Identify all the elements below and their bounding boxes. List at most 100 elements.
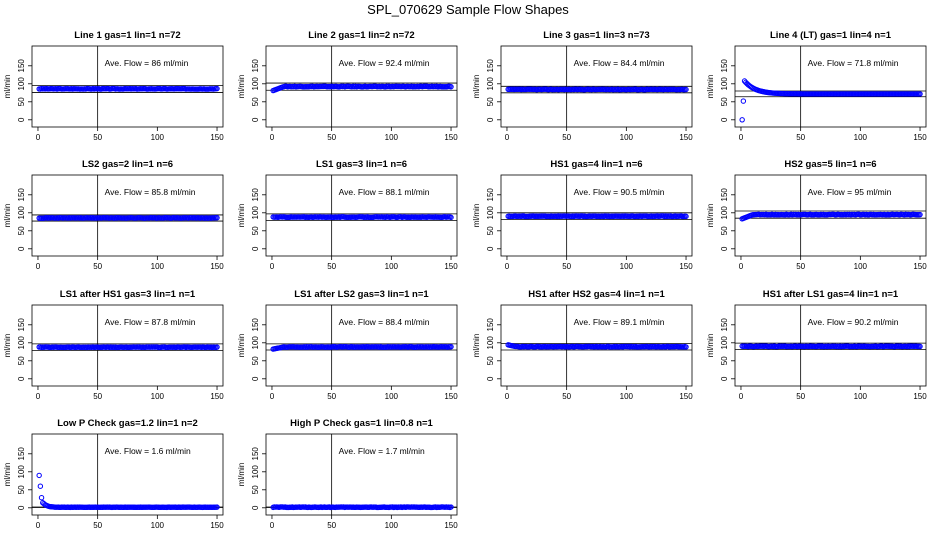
plot-frame [734,304,927,387]
y-tick-label: 100 [486,336,495,350]
x-tick-label: 100 [151,521,165,530]
plot-frame [31,174,224,257]
panel-title: High P Check gas=1 lin=0.8 n=1 [290,418,433,429]
panel-10: LS1 after LS2 gas=3 lin=1 n=1 0 50 100 150 ml… [237,289,458,401]
y-tick-label: 0 [17,117,26,122]
ave-flow-annotation: Ave. Flow = 87.8 ml/min [105,317,196,327]
y-tick-label: 50 [251,226,260,235]
x-tick-label: 0 [36,392,41,401]
x-tick-label: 150 [210,521,224,530]
x-tick-label: 0 [36,133,41,142]
y-tick-label: 150 [251,188,260,202]
panel-title: Line 4 (LT) gas=1 lin=4 n=1 [770,30,892,41]
x-tick-label: 50 [562,392,571,401]
data-point [36,472,42,479]
x-tick-label: 0 [505,133,510,142]
x-tick-label: 150 [679,392,693,401]
x-tick-label: 150 [679,133,693,142]
y-tick-label: 150 [17,188,26,202]
y-tick-label: 0 [486,246,495,251]
plot-frame [31,45,224,128]
y-tick-label: 50 [251,485,260,494]
x-tick-label: 150 [913,262,927,271]
ave-flow-annotation: Ave. Flow = 1.7 ml/min [339,446,425,456]
y-tick-label: 50 [251,356,260,365]
x-tick-label: 100 [151,392,165,401]
x-tick-label: 100 [854,262,868,271]
y-axis-label: ml/min [472,334,481,358]
y-tick-label: 50 [17,226,26,235]
ave-flow-annotation: Ave. Flow = 90.2 ml/min [808,317,899,327]
panel-title: Line 3 gas=1 lin=3 n=73 [543,30,649,41]
x-tick-label: 50 [327,262,336,271]
ave-flow-annotation: Ave. Flow = 71.8 ml/min [808,58,899,68]
data-point [683,86,689,93]
plot-frame [500,304,693,387]
y-tick-label: 150 [251,447,260,461]
panel-title: HS1 after LS1 gas=4 lin=1 n=1 [763,289,899,300]
x-tick-label: 50 [93,392,102,401]
x-tick-label: 0 [270,133,275,142]
y-tick-label: 150 [251,318,260,332]
plot-frame [734,174,927,257]
data-point [740,98,747,104]
y-tick-label: 100 [720,206,729,220]
y-axis-label: ml/min [237,334,246,358]
y-axis-label: ml/min [706,334,715,358]
x-tick-label: 150 [444,392,458,401]
panel-title: Line 2 gas=1 lin=2 n=72 [308,30,414,41]
data-point [214,215,220,221]
ave-flow-annotation: Ave. Flow = 92.4 ml/min [339,58,430,68]
y-axis-label: ml/min [472,204,481,228]
x-tick-label: 50 [327,521,336,530]
panel-6: LS1 gas=3 lin=1 n=6 0 50 100 150 ml/min 0 50 100… [237,159,458,271]
x-tick-label: 150 [210,133,224,142]
x-tick-label: 150 [444,521,458,530]
y-tick-label: 150 [17,318,26,332]
data-point [214,504,220,510]
plot-frame [31,304,224,387]
panel-12: HS1 after LS1 gas=4 lin=1 n=1 0 50 100 150 ml… [706,289,927,401]
panel-title: HS2 gas=5 lin=1 n=6 [784,159,876,170]
y-tick-label: 50 [251,97,260,106]
x-tick-label: 100 [854,133,868,142]
y-tick-label: 150 [486,318,495,332]
y-tick-label: 100 [17,465,26,479]
panel-8: HS2 gas=5 lin=1 n=6 0 50 100 150 ml/min 0 50 100… [706,159,927,271]
x-tick-label: 0 [36,262,41,271]
x-tick-label: 50 [796,262,805,271]
x-tick-label: 150 [444,133,458,142]
y-tick-label: 0 [486,117,495,122]
y-tick-label: 100 [17,336,26,350]
panel-7: HS1 gas=4 lin=1 n=6 0 50 100 150 ml/min 0 50 100… [472,159,693,271]
y-tick-label: 0 [486,376,495,381]
y-axis-label: ml/min [237,75,246,99]
panel-5: LS2 gas=2 lin=1 n=6 0 50 100 150 ml/min 0 50 100… [3,159,224,271]
x-tick-label: 100 [385,133,399,142]
y-tick-label: 50 [17,356,26,365]
data-point [448,214,454,221]
x-tick-label: 0 [270,262,275,271]
y-tick-label: 100 [17,77,26,91]
y-tick-label: 100 [251,77,260,91]
data-point [448,344,454,350]
x-tick-label: 150 [679,262,693,271]
ave-flow-annotation: Ave. Flow = 85.8 ml/min [105,187,196,197]
x-tick-label: 150 [913,133,927,142]
y-tick-label: 0 [251,117,260,122]
panel-13: Low P Check gas=1.2 lin=1 n=2 0 50 100 150 ml… [3,418,224,530]
panel-title: Line 1 gas=1 lin=1 n=72 [74,30,180,41]
ave-flow-annotation: Ave. Flow = 86 ml/min [105,58,189,68]
y-tick-label: 0 [251,246,260,251]
x-tick-label: 150 [210,392,224,401]
y-tick-label: 50 [720,97,729,106]
panel-title: LS2 gas=2 lin=1 n=6 [82,159,173,170]
data-point [37,483,44,489]
panel-title: HS1 gas=4 lin=1 n=6 [550,159,642,170]
x-tick-label: 100 [620,133,634,142]
x-tick-label: 50 [93,262,102,271]
panel-4: Line 4 (LT) gas=1 lin=4 n=1 0 50 100 150 ml/m… [706,30,927,142]
ave-flow-annotation: Ave. Flow = 88.1 ml/min [339,187,430,197]
y-tick-label: 100 [720,336,729,350]
